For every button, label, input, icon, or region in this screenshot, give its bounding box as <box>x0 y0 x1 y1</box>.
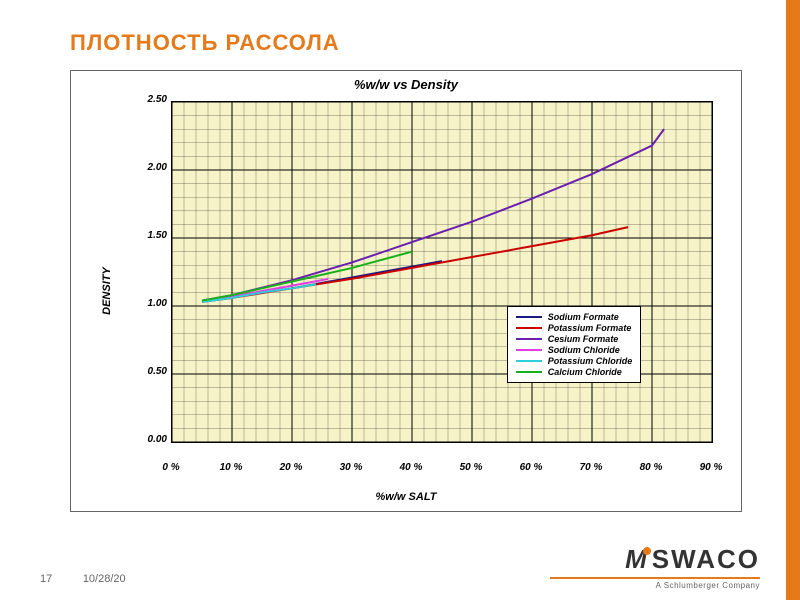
x-tick: 40 % <box>381 462 441 473</box>
logo-dot-icon <box>643 547 651 555</box>
legend-label: Sodium Formate <box>548 312 619 322</box>
legend-label: Cesium Formate <box>548 334 619 344</box>
logo: MSWACO A Schlumberger Company <box>550 544 760 590</box>
x-tick: 90 % <box>681 462 741 473</box>
legend-swatch <box>516 360 542 362</box>
legend-swatch <box>516 349 542 351</box>
slide-footer: 17 10/28/20 <box>40 573 126 585</box>
legend-swatch <box>516 327 542 329</box>
y-tick: 2.00 <box>71 162 167 173</box>
legend-item: Sodium Chloride <box>516 345 633 355</box>
y-tick: 1.00 <box>71 298 167 309</box>
legend-swatch <box>516 316 542 318</box>
page-number: 17 <box>40 573 52 585</box>
y-tick: 2.50 <box>71 94 167 105</box>
x-tick: 70 % <box>561 462 621 473</box>
accent-bar <box>786 0 800 600</box>
legend-item: Potassium Formate <box>516 323 633 333</box>
y-tick: 0.50 <box>71 366 167 377</box>
logo-separator <box>550 577 760 579</box>
chart-container: %w/w vs Density DENSITY %w/w SALT Sodium… <box>70 70 742 512</box>
legend-label: Calcium Chloride <box>548 367 622 377</box>
legend-label: Sodium Chloride <box>548 345 620 355</box>
legend: Sodium FormatePotassium FormateCesium Fo… <box>507 306 642 383</box>
plot-area: Sodium FormatePotassium FormateCesium Fo… <box>171 101 713 443</box>
y-tick: 0.00 <box>71 434 167 445</box>
chart-title: %w/w vs Density <box>71 77 741 92</box>
slide-title: ПЛОТНОСТЬ РАССОЛА <box>70 30 340 56</box>
logo-swaco: SWACO <box>652 544 760 574</box>
legend-item: Cesium Formate <box>516 334 633 344</box>
legend-swatch <box>516 371 542 373</box>
x-tick: 60 % <box>501 462 561 473</box>
x-axis-label: %w/w SALT <box>71 491 741 503</box>
logo-subtitle: A Schlumberger Company <box>550 581 760 590</box>
x-tick: 10 % <box>201 462 261 473</box>
legend-item: Sodium Formate <box>516 312 633 322</box>
slide-date: 10/28/20 <box>83 573 126 585</box>
x-tick: 20 % <box>261 462 321 473</box>
x-tick: 30 % <box>321 462 381 473</box>
x-tick: 0 % <box>141 462 201 473</box>
legend-swatch <box>516 338 542 340</box>
legend-item: Potassium Chloride <box>516 356 633 366</box>
y-tick: 1.50 <box>71 230 167 241</box>
legend-label: Potassium Formate <box>548 323 632 333</box>
x-tick: 80 % <box>621 462 681 473</box>
legend-item: Calcium Chloride <box>516 367 633 377</box>
legend-label: Potassium Chloride <box>548 356 633 366</box>
chart-svg <box>172 102 712 442</box>
x-tick: 50 % <box>441 462 501 473</box>
